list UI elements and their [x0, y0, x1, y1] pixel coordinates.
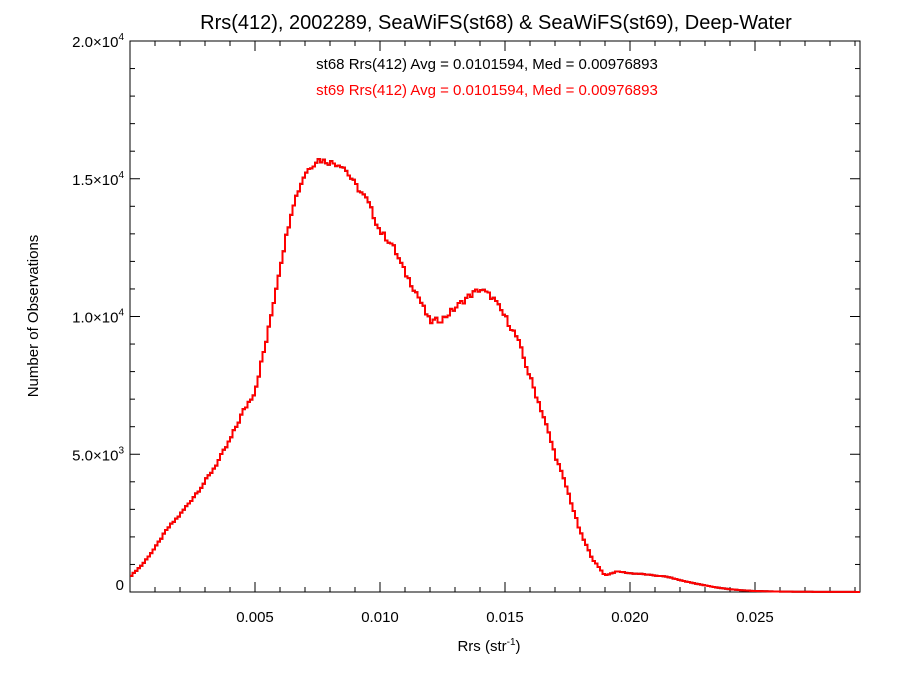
x-axis-label-superscript: -1	[507, 637, 516, 648]
y-tick-label: 0	[116, 577, 124, 594]
x-tick-label: 0.015	[486, 609, 524, 626]
y-tick-label-mantissa: 1.0×10	[72, 310, 118, 327]
y-tick-label-exponent: 4	[118, 32, 124, 43]
y-tick-label: 1.5×104	[72, 170, 124, 189]
y-tick-label: 5.0×103	[72, 445, 124, 464]
y-tick-label-mantissa: 0	[116, 577, 124, 594]
y-axis-label: Number of Observations	[25, 235, 42, 398]
y-tick-label: 1.0×104	[72, 308, 124, 327]
y-tick-label-exponent: 4	[118, 308, 124, 319]
y-tick-label-mantissa: 2.0×10	[72, 34, 118, 51]
x-tick-label: 0.025	[736, 609, 774, 626]
x-axis-label-close: )	[516, 638, 521, 655]
annotation-st69: st69 Rrs(412) Avg = 0.0101594, Med = 0.0…	[316, 82, 658, 99]
x-tick-label: 0.005	[236, 609, 274, 626]
chart-title: Rrs(412), 2002289, SeaWiFS(st68) & SeaWi…	[200, 12, 792, 34]
y-tick-label-mantissa: 1.5×10	[72, 172, 118, 189]
y-tick-label-exponent: 4	[118, 170, 124, 181]
y-tick-label-exponent: 3	[118, 445, 124, 456]
y-tick-label: 2.0×104	[72, 32, 124, 51]
x-axis-label-main: Rrs (str	[457, 638, 506, 655]
x-axis-label: Rrs (str-1)	[457, 637, 520, 655]
series-st69-line	[130, 158, 860, 593]
x-tick-label: 0.010	[361, 609, 399, 626]
y-tick-label-mantissa: 5.0×10	[72, 447, 118, 464]
x-axis-ticks: 0.005 0.010 0.015 0.020 0.025	[154, 41, 856, 626]
annotation-st68: st68 Rrs(412) Avg = 0.0101594, Med = 0.0…	[316, 56, 658, 73]
x-tick-label: 0.020	[611, 609, 649, 626]
